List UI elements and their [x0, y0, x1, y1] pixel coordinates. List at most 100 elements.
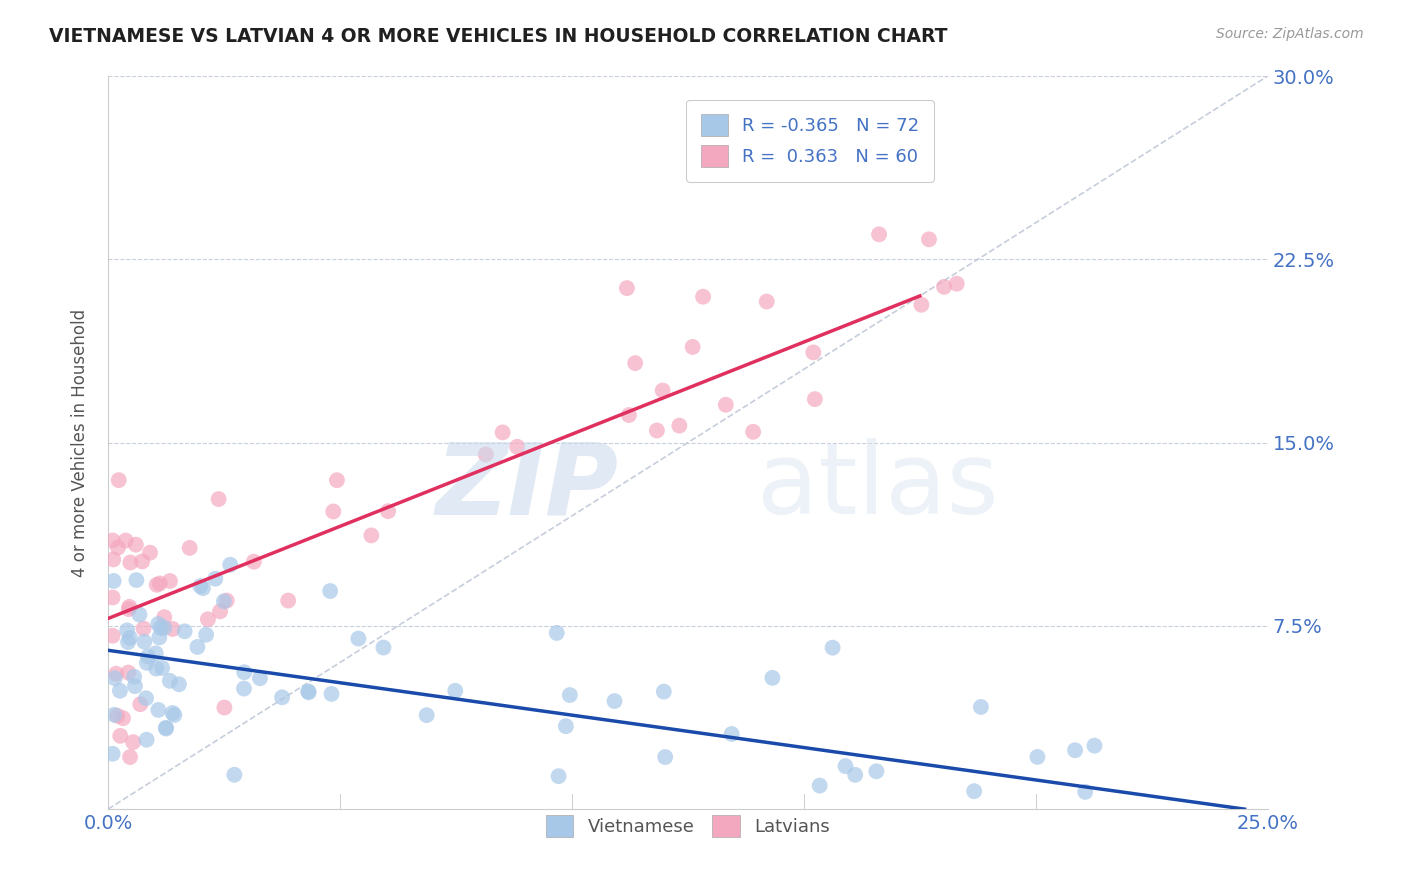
- Point: [651, 384, 673, 398]
- Text: Source: ZipAtlas.com: Source: ZipAtlas.com: [1216, 27, 1364, 41]
- Point: [932, 280, 955, 294]
- Point: [135, 656, 157, 670]
- Text: atlas: atlas: [758, 438, 1000, 535]
- Point: [191, 581, 214, 595]
- Point: [107, 473, 129, 487]
- Point: [682, 340, 704, 354]
- Text: VIETNAMESE VS LATVIAN 4 OR MORE VEHICLES IN HOUSEHOLD CORRELATION CHART: VIETNAMESE VS LATVIAN 4 OR MORE VEHICLES…: [49, 27, 948, 45]
- Point: [162, 706, 184, 720]
- Point: [761, 671, 783, 685]
- Point: [233, 665, 256, 680]
- Point: [186, 640, 208, 654]
- Point: [101, 591, 124, 605]
- Point: [163, 708, 186, 723]
- Point: [149, 621, 172, 635]
- Point: [149, 576, 172, 591]
- Point: [742, 425, 765, 439]
- Point: [373, 640, 395, 655]
- Point: [101, 533, 124, 548]
- Point: [970, 700, 993, 714]
- Point: [558, 688, 581, 702]
- Point: [135, 732, 157, 747]
- Point: [1074, 785, 1097, 799]
- Point: [148, 616, 170, 631]
- Legend: Vietnamese, Latvians: Vietnamese, Latvians: [538, 807, 837, 844]
- Point: [212, 594, 235, 608]
- Point: [714, 398, 737, 412]
- Point: [868, 227, 890, 242]
- Point: [204, 572, 226, 586]
- Point: [120, 556, 142, 570]
- Point: [692, 290, 714, 304]
- Point: [148, 703, 170, 717]
- Point: [167, 677, 190, 691]
- Point: [918, 232, 941, 246]
- Point: [233, 681, 256, 696]
- Point: [755, 294, 778, 309]
- Point: [122, 735, 145, 749]
- Point: [131, 554, 153, 568]
- Point: [277, 593, 299, 607]
- Point: [118, 602, 141, 616]
- Point: [945, 277, 967, 291]
- Point: [444, 683, 467, 698]
- Point: [821, 640, 844, 655]
- Point: [104, 671, 127, 685]
- Point: [107, 541, 129, 555]
- Point: [219, 558, 242, 572]
- Point: [1083, 739, 1105, 753]
- Point: [554, 719, 576, 733]
- Point: [801, 345, 824, 359]
- Point: [179, 541, 201, 555]
- Point: [720, 727, 742, 741]
- Point: [347, 632, 370, 646]
- Point: [103, 707, 125, 722]
- Point: [834, 759, 856, 773]
- Point: [415, 708, 437, 723]
- Point: [298, 685, 321, 699]
- Point: [148, 631, 170, 645]
- Point: [844, 768, 866, 782]
- Point: [474, 447, 496, 461]
- Point: [491, 425, 513, 440]
- Point: [129, 697, 152, 711]
- Point: [159, 574, 181, 588]
- Point: [547, 769, 569, 783]
- Point: [150, 661, 173, 675]
- Point: [214, 700, 236, 714]
- Point: [546, 626, 568, 640]
- Point: [110, 729, 132, 743]
- Point: [103, 552, 125, 566]
- Point: [668, 418, 690, 433]
- Point: [326, 473, 349, 487]
- Point: [645, 424, 668, 438]
- Point: [145, 578, 167, 592]
- Point: [209, 604, 232, 618]
- Point: [132, 622, 155, 636]
- Point: [1026, 750, 1049, 764]
- Point: [145, 662, 167, 676]
- Point: [215, 593, 238, 607]
- Point: [145, 646, 167, 660]
- Point: [617, 408, 640, 422]
- Point: [603, 694, 626, 708]
- Point: [103, 574, 125, 588]
- Point: [118, 599, 141, 614]
- Point: [136, 649, 159, 664]
- Point: [963, 784, 986, 798]
- Point: [197, 612, 219, 626]
- Point: [360, 528, 382, 542]
- Text: ZIP: ZIP: [436, 438, 619, 535]
- Point: [321, 687, 343, 701]
- Point: [243, 555, 266, 569]
- Point: [506, 440, 529, 454]
- Point: [297, 684, 319, 698]
- Point: [155, 721, 177, 735]
- Point: [1064, 743, 1087, 757]
- Point: [117, 635, 139, 649]
- Point: [804, 392, 827, 406]
- Point: [125, 538, 148, 552]
- Point: [114, 533, 136, 548]
- Point: [652, 684, 675, 698]
- Point: [134, 634, 156, 648]
